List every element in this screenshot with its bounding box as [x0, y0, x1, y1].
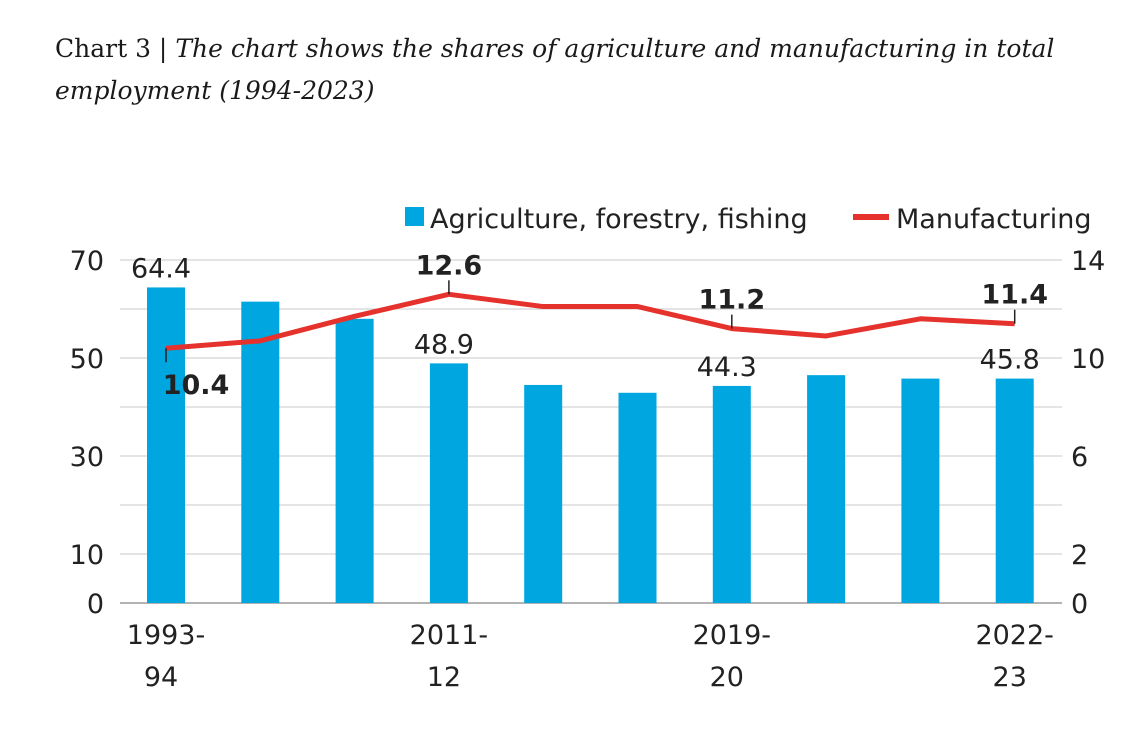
manufacturing-data-label: 12.6	[416, 250, 483, 281]
chart-caption: Chart 3 | The chart shows the shares of …	[55, 28, 1075, 112]
x-axis-tick-label: 12	[427, 662, 461, 693]
agriculture-bar	[995, 378, 1034, 603]
agriculture-data-label: 48.9	[414, 329, 474, 360]
agriculture-bar	[712, 385, 751, 603]
manufacturing-data-label: 10.4	[163, 370, 230, 401]
legend: Agriculture, forestry, fishing Manufactur…	[405, 204, 1092, 235]
bars	[147, 287, 1034, 603]
left-axis-tick-label: 70	[70, 246, 104, 277]
legend-swatch-agriculture	[405, 207, 424, 226]
right-axis-tick-label: 10	[1071, 344, 1105, 375]
x-axis-tick-label: 2019-	[693, 620, 771, 651]
manufacturing-line-group	[165, 291, 1015, 351]
agriculture-bar	[901, 378, 940, 603]
x-axis-tick-label: 2022-	[975, 620, 1053, 651]
agriculture-bar	[241, 301, 280, 603]
left-axis-tick-label: 50	[70, 344, 104, 375]
right-axis-tick-label: 0	[1071, 589, 1088, 620]
agriculture-data-label: 44.3	[697, 352, 757, 383]
axes: 0 10 30 50 70 0 2 6 10 14 1993- 94 2011- 12 2019- 20 202…	[70, 246, 1106, 693]
right-axis-tick-label: 14	[1071, 246, 1105, 277]
x-axis-tick-label: 1993-	[127, 620, 205, 651]
agriculture-bar	[524, 384, 563, 603]
x-axis-tick-label: 94	[144, 662, 178, 693]
agriculture-bar	[807, 375, 846, 603]
agriculture-bar	[335, 318, 374, 603]
x-axis-tick-label: 2011-	[410, 620, 488, 651]
legend-label-manufacturing: Manufacturing	[896, 204, 1092, 235]
legend-swatch-manufacturing	[853, 214, 889, 220]
manufacturing-line	[165, 291, 1015, 351]
agriculture-bar	[429, 363, 468, 603]
chart-number: Chart 3 |	[55, 34, 176, 63]
right-axis-tick-label: 6	[1071, 442, 1088, 473]
chart-title: The chart shows the shares of agricultur…	[55, 34, 1055, 105]
left-axis-tick-label: 0	[87, 589, 104, 620]
left-axis-tick-label: 10	[70, 540, 104, 571]
x-axis-tick-label: 23	[993, 662, 1027, 693]
manufacturing-data-label: 11.2	[698, 285, 765, 316]
data-labels: 64.4 48.9 44.3 45.8 10.4 12.6 11.2 11.4	[131, 250, 1048, 401]
agriculture-bar	[618, 392, 657, 603]
right-axis-tick-label: 2	[1071, 540, 1088, 571]
agriculture-data-label: 64.4	[131, 253, 191, 284]
legend-label-agriculture: Agriculture, forestry, fishing	[430, 204, 808, 235]
left-axis-tick-label: 30	[70, 442, 104, 473]
agriculture-bar	[147, 287, 185, 603]
manufacturing-data-label: 11.4	[981, 280, 1048, 311]
x-axis-tick-label: 20	[710, 662, 744, 693]
agriculture-data-label: 45.8	[980, 345, 1040, 376]
